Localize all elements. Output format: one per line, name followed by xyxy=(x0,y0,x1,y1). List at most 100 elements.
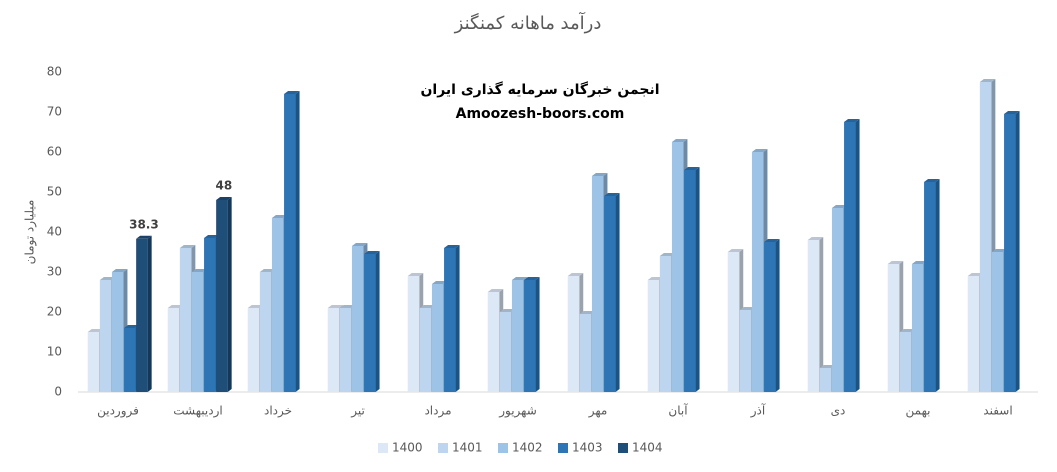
bar xyxy=(567,276,580,392)
x-tick-label: خرداد xyxy=(264,404,292,419)
bar xyxy=(684,170,696,392)
bar-side xyxy=(1015,111,1020,392)
bar xyxy=(364,254,376,392)
y-axis-label: میلیارد تومان xyxy=(23,200,38,265)
bar-top xyxy=(431,281,448,284)
bar xyxy=(487,292,500,392)
bar-top xyxy=(204,235,220,238)
bar-top xyxy=(124,325,140,328)
bar xyxy=(979,82,992,392)
bar xyxy=(136,238,148,392)
bar xyxy=(327,308,340,392)
bar xyxy=(807,240,820,392)
bar xyxy=(351,246,364,392)
bar-top xyxy=(351,243,368,246)
bar-top xyxy=(727,249,744,252)
bar-top xyxy=(751,149,768,152)
bar-top xyxy=(911,261,928,264)
bar xyxy=(604,196,616,392)
bar xyxy=(739,310,752,392)
bar-top xyxy=(899,329,916,332)
legend-swatch xyxy=(558,443,568,453)
bar-top xyxy=(524,277,540,280)
bar xyxy=(167,308,180,392)
bar-top xyxy=(844,119,860,122)
bar xyxy=(991,252,1004,392)
legend-label: 1401 xyxy=(452,441,483,455)
bar-side xyxy=(775,239,780,392)
bar xyxy=(671,142,684,392)
bar-top xyxy=(136,235,152,239)
bar-top xyxy=(511,277,528,280)
legend-label: 1402 xyxy=(512,441,543,455)
bar-top xyxy=(739,307,756,310)
bar-top xyxy=(604,193,620,196)
legend-swatch xyxy=(618,443,628,453)
bar-side xyxy=(535,277,540,392)
legend-swatch xyxy=(498,443,508,453)
y-tick-label: 60 xyxy=(47,145,62,159)
bar-top xyxy=(487,289,504,292)
bar xyxy=(844,122,856,392)
bar-top xyxy=(659,253,676,256)
bar-top xyxy=(87,329,104,332)
bar xyxy=(499,312,512,392)
bar-top xyxy=(339,305,356,308)
bar-top xyxy=(216,197,232,200)
bar-top xyxy=(831,205,848,208)
chart-title: درآمد ماهانه کمنگنز xyxy=(454,11,602,34)
legend-label: 1400 xyxy=(392,441,423,455)
x-tick-label: مرداد xyxy=(424,404,451,419)
bar xyxy=(419,308,432,392)
bar-top xyxy=(1004,111,1020,114)
x-tick-label: اسفند xyxy=(983,404,1012,418)
data-label: 38.3 xyxy=(129,217,159,231)
bar-top xyxy=(111,269,128,272)
bar-side xyxy=(935,179,940,392)
bar xyxy=(124,328,136,392)
bar-top xyxy=(444,245,460,248)
y-tick-label: 30 xyxy=(47,265,62,279)
bar-top xyxy=(567,273,584,276)
bar xyxy=(591,176,604,392)
y-tick-label: 50 xyxy=(47,185,62,199)
x-tick-label: مهر xyxy=(588,404,608,419)
bar-top xyxy=(499,309,516,312)
bar xyxy=(191,272,204,392)
bar-top xyxy=(991,249,1008,252)
bar xyxy=(99,280,112,392)
bar xyxy=(911,264,924,392)
bar-top xyxy=(647,277,664,280)
x-tick-label: آذر xyxy=(750,403,766,419)
bar xyxy=(924,182,936,392)
y-tick-label: 80 xyxy=(47,65,62,79)
bar xyxy=(887,264,900,392)
data-label: 48 xyxy=(216,179,233,193)
bar xyxy=(659,256,672,392)
bar-side xyxy=(819,237,824,392)
bar-top xyxy=(764,239,780,242)
bar-top xyxy=(967,273,984,276)
annotation: انجمن خبرگان سرمایه گذاری ایران xyxy=(420,81,659,98)
bar xyxy=(967,276,980,392)
bar-top xyxy=(247,305,264,308)
bar xyxy=(819,368,832,392)
x-tick-label: فروردین xyxy=(97,404,139,419)
bar xyxy=(284,94,296,392)
x-tick-label: شهریور xyxy=(498,404,537,419)
bar-top xyxy=(924,179,940,182)
bar-top xyxy=(284,91,300,94)
bar xyxy=(524,280,536,392)
legend-label: 1403 xyxy=(572,441,603,455)
bar-top xyxy=(579,311,596,314)
bar-top xyxy=(887,261,904,264)
y-tick-label: 0 xyxy=(54,385,62,399)
bar xyxy=(431,284,444,392)
y-tick-label: 20 xyxy=(47,305,62,319)
bar xyxy=(407,276,420,392)
bar-side xyxy=(695,167,700,392)
bar xyxy=(727,252,740,392)
bar xyxy=(751,152,764,392)
y-tick-label: 70 xyxy=(47,105,62,119)
